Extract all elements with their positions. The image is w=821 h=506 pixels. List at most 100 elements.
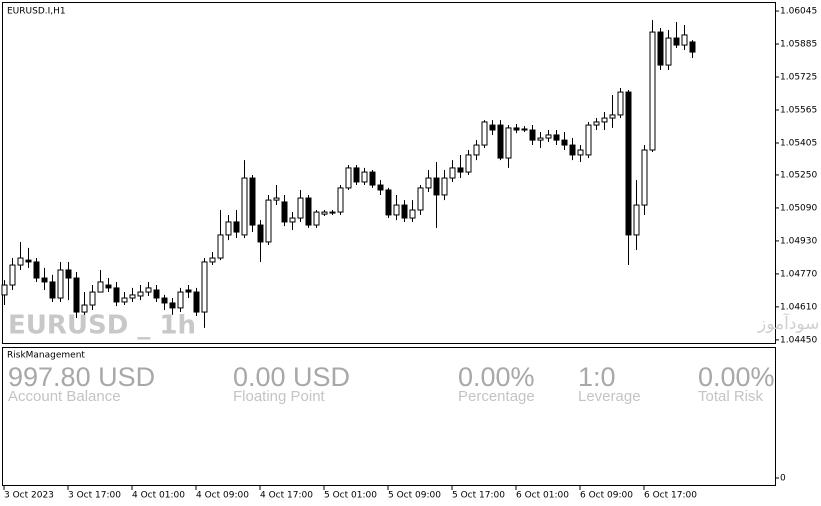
candle-body xyxy=(489,124,496,131)
candle-body xyxy=(225,221,232,236)
indicator-label: Percentage xyxy=(458,388,535,405)
indicator-value: 0.00 USD xyxy=(233,362,350,392)
candle-body xyxy=(81,304,88,313)
candle-body xyxy=(121,297,128,303)
indicator-value: 997.80 USD xyxy=(8,362,155,392)
y-tick-label: 1.05090 xyxy=(780,203,817,213)
candle-body xyxy=(577,149,584,156)
candle-body xyxy=(297,197,304,219)
candle-body xyxy=(665,37,672,66)
candle-body xyxy=(201,261,208,313)
x-tick-label: 4 Oct 09:00 xyxy=(196,491,249,501)
y-tick-label: 1.05885 xyxy=(780,40,817,50)
candle-body xyxy=(145,287,152,293)
candle-body xyxy=(569,144,576,156)
x-tick-label: 5 Oct 01:00 xyxy=(324,491,377,501)
candle-body xyxy=(625,91,632,236)
candle-body xyxy=(409,209,416,219)
candle-body xyxy=(553,134,560,141)
y-tick-label: 1.05405 xyxy=(780,138,817,148)
indicator-label: Floating Point xyxy=(233,388,326,405)
candle-body xyxy=(177,291,184,309)
candle-body xyxy=(537,137,544,141)
candle-body xyxy=(313,211,320,226)
indicator-label: Account Balance xyxy=(8,388,121,405)
candle-body xyxy=(585,124,592,156)
candle-body xyxy=(65,269,72,279)
x-tick-label: 4 Oct 01:00 xyxy=(132,491,185,501)
candle-body xyxy=(17,257,24,266)
candle-body xyxy=(73,277,80,313)
candle-body xyxy=(113,287,120,303)
publisher-watermark: انتشار در سایت سودآموز xyxy=(757,312,821,334)
candle-body xyxy=(241,177,248,236)
candle-body xyxy=(401,204,408,219)
y-tick-label: 1.05725 xyxy=(780,73,817,83)
candle-body xyxy=(97,281,104,293)
symbol-watermark: EURUSD _ 1h xyxy=(8,311,196,341)
candle-body xyxy=(9,264,16,286)
candle-body xyxy=(153,289,160,299)
indicator-tick-label: 0 xyxy=(780,474,786,484)
y-tick-label: 1.05565 xyxy=(780,106,817,116)
x-tick-label: 4 Oct 17:00 xyxy=(260,491,313,501)
candle-body xyxy=(129,294,136,299)
candle-body xyxy=(385,189,392,216)
candle-body xyxy=(505,127,512,159)
candle-body xyxy=(377,184,384,191)
indicator-value: 1:0 xyxy=(578,362,616,392)
candle-body xyxy=(305,197,312,226)
chart-title: EURUSD.I,H1 xyxy=(7,7,66,17)
candle-body xyxy=(353,167,360,183)
candle-body xyxy=(481,121,488,146)
x-tick-label: 5 Oct 17:00 xyxy=(452,491,505,501)
candle-body xyxy=(193,291,200,313)
x-tick-label: 3 Oct 17:00 xyxy=(68,491,121,501)
candle-body xyxy=(209,257,216,263)
candle-body xyxy=(561,139,568,146)
indicator-title: RiskManagement xyxy=(7,351,85,361)
y-tick-label: 1.06045 xyxy=(780,7,817,17)
y-tick-label: 1.05250 xyxy=(780,170,817,180)
x-tick-label: 6 Oct 01:00 xyxy=(516,491,569,501)
x-tick-label: 6 Oct 09:00 xyxy=(580,491,633,501)
y-tick-label: 1.04770 xyxy=(780,269,817,279)
candle-body xyxy=(641,149,648,206)
candle-body xyxy=(513,127,520,131)
candle-body xyxy=(337,187,344,213)
indicator-label: Leverage xyxy=(578,388,641,405)
candle-body xyxy=(345,167,352,189)
candle-body xyxy=(57,269,64,299)
candle-body xyxy=(497,124,504,159)
candle-body xyxy=(273,197,280,201)
y-tick-label: 1.04610 xyxy=(780,302,817,312)
indicator-window xyxy=(2,347,776,486)
candle-body xyxy=(89,291,96,306)
candle-body xyxy=(601,117,608,123)
candle-body xyxy=(185,289,192,293)
x-tick-label: 5 Oct 09:00 xyxy=(388,491,441,501)
main-window xyxy=(2,2,776,344)
candle-body xyxy=(673,37,680,46)
indicator-label: Total Risk xyxy=(698,388,764,405)
candle-body xyxy=(257,224,264,243)
y-tick-label: 1.04930 xyxy=(780,236,817,246)
candle-body xyxy=(25,259,32,263)
candle-body xyxy=(545,134,552,139)
candle-body xyxy=(41,277,48,283)
candle-body xyxy=(521,128,528,131)
candle-body xyxy=(137,291,144,297)
candle-body xyxy=(289,217,296,223)
candle-body xyxy=(657,31,664,66)
candle-body xyxy=(361,171,368,183)
candle-body xyxy=(649,31,656,151)
candle-body xyxy=(449,167,456,179)
candle-body xyxy=(329,211,336,214)
y-tick-label: 1.04450 xyxy=(780,335,817,345)
indicator-value: 0.00% xyxy=(698,362,775,392)
candle-body xyxy=(161,297,168,304)
candle-body xyxy=(425,177,432,189)
candle-body xyxy=(233,221,240,233)
candle-body xyxy=(1,284,8,296)
